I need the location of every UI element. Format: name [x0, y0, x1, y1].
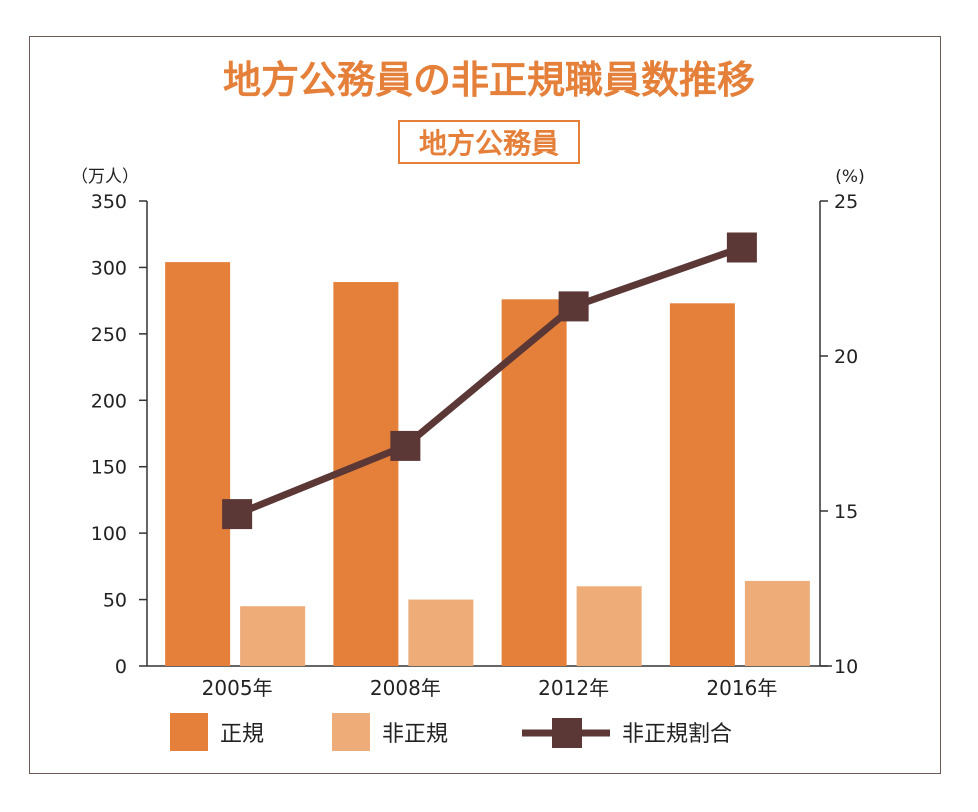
- subtitle-box: [398, 120, 580, 164]
- left-tick-label: 300: [91, 257, 127, 279]
- x-tick-label: 2016年: [706, 676, 777, 700]
- legend-label-正規: 正規: [220, 722, 264, 747]
- left-tick-label: 250: [91, 324, 127, 346]
- bars-group: [165, 262, 810, 666]
- x-tick-label: 2005年: [202, 676, 273, 700]
- right-tick-label: 10: [834, 656, 858, 678]
- x-axis-labels: 2005年 2008年 2012年 2016年: [202, 676, 778, 700]
- left-tick-label: 150: [91, 457, 127, 479]
- bar-非正規-2005年: [240, 606, 306, 666]
- left-axis-unit: （万人）: [71, 167, 139, 187]
- x-tick-label: 2012年: [538, 676, 609, 700]
- point-非正規割合-2016年: [726, 232, 757, 263]
- left-tick-label: 100: [91, 523, 127, 545]
- right-axis-unit: (%): [835, 167, 864, 187]
- legend-marker-非正規割合: [552, 718, 582, 748]
- legend-label-非正規割合: 非正規割合: [622, 722, 732, 747]
- left-tick-label: 350: [91, 191, 127, 213]
- point-非正規割合-2008年: [390, 430, 421, 461]
- bar-非正規-2012年: [576, 586, 642, 666]
- chart-subtitle: 地方公務員: [419, 127, 559, 160]
- point-非正規割合-2005年: [222, 499, 253, 530]
- left-tick-label: 200: [91, 390, 127, 412]
- right-tick-label: 20: [834, 346, 858, 368]
- right-tick-label: 15: [834, 501, 858, 523]
- right-tick-label: 25: [834, 191, 858, 213]
- point-非正規割合-2012年: [558, 291, 589, 322]
- bar-非正規-2016年: [744, 580, 810, 666]
- legend-swatch-非正規: [332, 713, 370, 751]
- line-series-group: [222, 232, 757, 530]
- chart-title: 地方公務員の非正規職員数推移: [223, 58, 755, 102]
- legend-swatch-正規: [170, 713, 208, 751]
- left-tick-label: 0: [115, 656, 127, 678]
- bar-非正規-2008年: [408, 599, 474, 666]
- bar-正規-2016年: [669, 303, 735, 666]
- legend-label-非正規: 非正規: [382, 722, 448, 747]
- x-tick-label: 2008年: [370, 676, 441, 700]
- bar-正規-2005年: [165, 262, 231, 666]
- line-非正規割合: [235, 244, 744, 518]
- legend: 正規 非正規 非正規割合: [170, 713, 732, 751]
- left-tick-label: 50: [103, 590, 127, 612]
- right-axis: 10 15 20 25: [819, 191, 858, 678]
